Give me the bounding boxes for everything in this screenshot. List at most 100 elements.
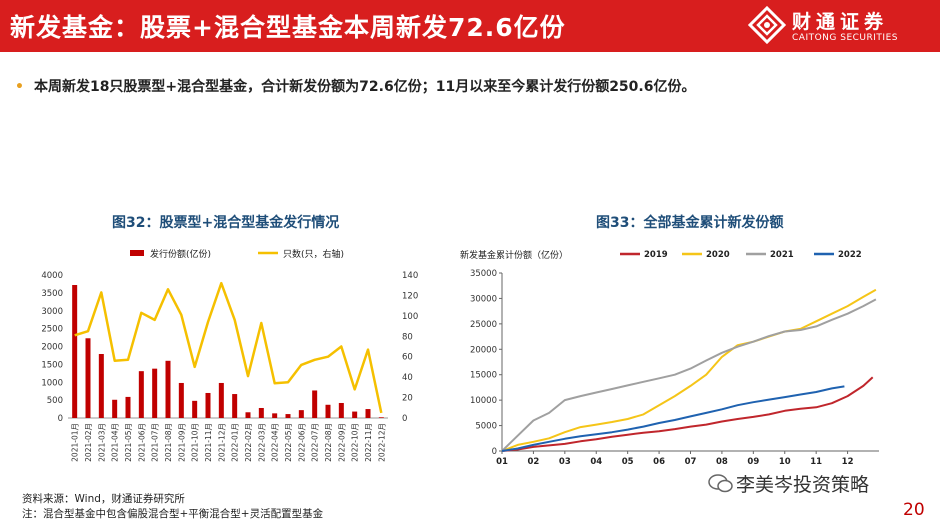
bar bbox=[312, 390, 318, 418]
x-tick-label: 2022-05月 bbox=[284, 423, 293, 462]
bar bbox=[85, 338, 91, 418]
bar bbox=[325, 404, 331, 418]
legend-label-2022: 2022 bbox=[838, 250, 862, 260]
x-tick-label: 11 bbox=[810, 457, 822, 467]
bar bbox=[298, 410, 304, 418]
bar bbox=[152, 368, 158, 418]
bar bbox=[192, 400, 198, 418]
x-tick-label: 2021-03月 bbox=[97, 423, 106, 462]
x-tick-label: 2022-10月 bbox=[351, 423, 360, 462]
y-tick-label: 0 bbox=[492, 447, 497, 457]
x-tick-label: 2022-04月 bbox=[271, 423, 280, 462]
x-tick-label: 2022-02月 bbox=[244, 423, 253, 462]
y2-tick-label: 20 bbox=[402, 394, 413, 404]
legend-label-2019: 2019 bbox=[644, 250, 668, 260]
bar bbox=[232, 394, 238, 418]
y-tick-label: 5000 bbox=[475, 422, 497, 432]
series-line-count bbox=[74, 281, 383, 414]
watermark-text: 李美岑投资策略 bbox=[736, 474, 870, 496]
y-axis-title: 新发基金累计份额（亿份） bbox=[460, 249, 568, 261]
bar bbox=[112, 399, 118, 418]
x-tick-label: 2021-06月 bbox=[137, 423, 146, 462]
bar bbox=[258, 407, 264, 418]
bar bbox=[178, 382, 184, 418]
x-tick-label: 2022-11月 bbox=[364, 423, 373, 462]
y2-tick-label: 100 bbox=[402, 312, 418, 322]
x-tick-label: 05 bbox=[622, 457, 634, 467]
bar bbox=[165, 360, 171, 418]
chart33: 新发基金累计份额（亿份） 2019 2020 2021 2022 0 5000 10000 15… bbox=[460, 249, 879, 467]
bar bbox=[365, 409, 371, 418]
x-tick-label: 2021-07月 bbox=[151, 423, 160, 462]
bar bbox=[218, 382, 224, 418]
x-tick-label: 06 bbox=[653, 457, 665, 467]
x-tick-label: 03 bbox=[559, 457, 571, 467]
y-tick-label: 10000 bbox=[470, 396, 497, 406]
logo-text-en: CAITONG SECURITIES bbox=[792, 33, 898, 43]
x-tick-label: 2021-09月 bbox=[177, 423, 186, 462]
y-tick-label: 25000 bbox=[470, 320, 497, 330]
y2-tick-label: 140 bbox=[402, 271, 418, 281]
x-tick-label: 2021-05月 bbox=[124, 423, 133, 462]
x-tick-label: 2021-08月 bbox=[164, 423, 173, 462]
x-tick-label: 2021-02月 bbox=[84, 423, 93, 462]
bar bbox=[352, 411, 358, 418]
y2-tick-label: 60 bbox=[402, 353, 413, 363]
bar bbox=[98, 354, 104, 418]
bar bbox=[125, 396, 131, 418]
x-tick-label: 2022-12月 bbox=[377, 423, 386, 462]
bar bbox=[378, 417, 384, 418]
x-tick-label: 01 bbox=[496, 457, 508, 467]
x-tick-label: 2021-04月 bbox=[111, 423, 120, 462]
x-tick-label: 2021-01月 bbox=[71, 423, 80, 462]
y2-tick-label: 0 bbox=[402, 414, 407, 424]
legend-label-bar: 发行份额(亿份) bbox=[150, 248, 211, 260]
company-logo: 财通证券 CAITONG SECURITIES bbox=[748, 6, 918, 48]
y-tick-label: 35000 bbox=[470, 269, 497, 279]
x-tick-label: 10 bbox=[779, 457, 791, 467]
y-tick-label: 500 bbox=[47, 396, 63, 406]
y-tick-label: 20000 bbox=[470, 345, 497, 355]
page-number: 20 bbox=[903, 500, 925, 520]
y-tick-label: 1000 bbox=[41, 378, 63, 388]
y-tick-label: 0 bbox=[58, 414, 63, 424]
x-tick-label: 2022-03月 bbox=[257, 423, 266, 462]
y-tick-label: 2000 bbox=[41, 343, 63, 353]
logo-text-cn: 财通证券 bbox=[792, 11, 889, 33]
series-line-2019 bbox=[501, 376, 874, 452]
summary-text: 本周新发18只股票型+混合型基金，合计新发份额为72.6亿份；11月以来至今累计… bbox=[33, 79, 696, 95]
bar bbox=[138, 371, 144, 418]
bullet-icon: • bbox=[15, 79, 24, 95]
figure32-title: 图32：股票型+混合型基金发行情况 bbox=[112, 215, 340, 231]
wechat-icon bbox=[708, 474, 733, 493]
x-tick-label: 08 bbox=[716, 457, 728, 467]
series-line-2021 bbox=[501, 298, 877, 452]
x-tick-label: 12 bbox=[842, 457, 854, 467]
y2-tick-label: 40 bbox=[402, 373, 413, 383]
x-tick-label: 2022-06月 bbox=[297, 423, 306, 462]
x-tick-label: 2022-08月 bbox=[324, 423, 333, 462]
legend-label-2021: 2021 bbox=[770, 250, 794, 260]
bar bbox=[205, 392, 211, 418]
header-bar: 新发基金：股票+混合型基金本周新发72.6亿份 财通证券 CAITONG SEC… bbox=[0, 0, 940, 52]
y-tick-label: 1500 bbox=[41, 360, 63, 370]
series-line-2022 bbox=[501, 385, 845, 452]
bar bbox=[245, 412, 251, 418]
y-tick-label: 4000 bbox=[41, 271, 63, 281]
logo-mark-icon bbox=[748, 6, 786, 44]
y-tick-label: 3500 bbox=[41, 289, 63, 299]
series-line-2020 bbox=[501, 288, 877, 452]
y-tick-label: 3000 bbox=[41, 307, 63, 317]
summary-bullet: • 本周新发18只股票型+混合型基金，合计新发份额为72.6亿份；11月以来至今累… bbox=[15, 76, 695, 96]
y2-tick-label: 120 bbox=[402, 291, 418, 301]
x-tick-label: 2022-09月 bbox=[337, 423, 346, 462]
y-tick-label: 2500 bbox=[41, 325, 63, 335]
y-tick-label: 15000 bbox=[470, 371, 497, 381]
bar bbox=[285, 414, 291, 418]
footnote: 注：混合型基金中包含偏股混合型+平衡混合型+灵活配置型基金 bbox=[22, 508, 324, 520]
x-tick-label: 02 bbox=[527, 457, 539, 467]
x-tick-label: 07 bbox=[685, 457, 697, 467]
legend-swatch-bar bbox=[130, 250, 144, 256]
x-tick-label: 04 bbox=[590, 457, 602, 467]
figure33-title: 图33：全部基金累计新发份额 bbox=[596, 215, 784, 231]
